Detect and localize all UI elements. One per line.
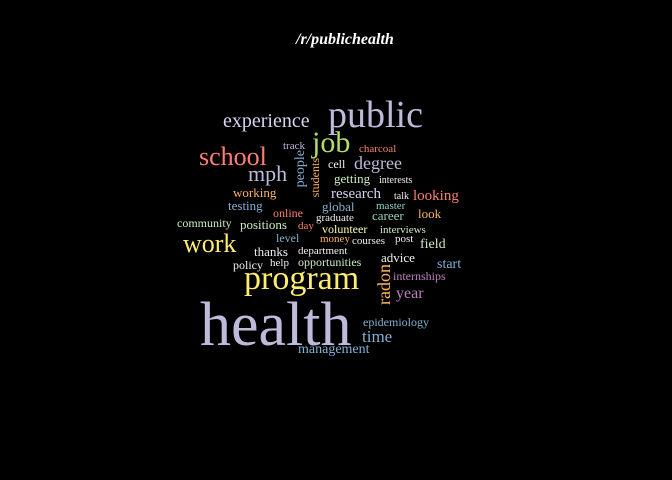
word-post: post	[395, 233, 414, 245]
word-health: health	[200, 291, 352, 359]
word-students: students	[308, 158, 322, 198]
word-advice: advice	[381, 250, 415, 265]
word-work: work	[183, 229, 237, 258]
word-community: community	[177, 216, 232, 230]
word-degree: degree	[354, 153, 402, 173]
word-experience: experience	[223, 110, 310, 132]
word-interviews: interviews	[380, 224, 426, 236]
word-level: level	[276, 231, 300, 245]
word-program: program	[244, 260, 360, 297]
word-year: year	[396, 285, 424, 302]
word-radon: radon	[374, 264, 394, 305]
word-thanks: thanks	[254, 244, 288, 259]
word-time: time	[362, 327, 393, 346]
word-volunteer: volunteer	[322, 222, 368, 236]
word-epidemiology: epidemiology	[363, 315, 429, 329]
word-public: public	[328, 94, 423, 136]
word-start: start	[437, 257, 462, 272]
word-people: people	[293, 150, 308, 188]
word-positions: positions	[240, 217, 287, 232]
word-courses: courses	[352, 235, 385, 247]
word-research: research	[331, 186, 381, 202]
word-day: day	[298, 220, 314, 232]
word-money: money	[320, 233, 350, 245]
chart-title: /r/publichealth	[296, 31, 394, 48]
word-interests: interests	[379, 175, 413, 186]
word-policy: policy	[233, 258, 263, 272]
word-school: school	[199, 142, 267, 171]
word-field: field	[420, 237, 446, 252]
word-looking: looking	[413, 188, 459, 204]
word-online: online	[273, 206, 303, 220]
word-getting: getting	[334, 171, 371, 186]
word-cell: cell	[328, 157, 346, 171]
word-working: working	[233, 185, 277, 200]
word-opportunities: opportunities	[298, 255, 362, 269]
word-help: help	[270, 257, 289, 269]
word-mph: mph	[248, 161, 288, 186]
word-look: look	[418, 206, 442, 221]
word-internships: internships	[393, 269, 446, 283]
word-career: career	[372, 208, 404, 223]
word-talk: talk	[394, 191, 409, 202]
word-job: job	[312, 126, 351, 159]
word-testing: testing	[228, 198, 263, 213]
word-management: management	[298, 342, 370, 357]
word-department: department	[298, 245, 348, 257]
word-track: track	[283, 140, 305, 152]
word-graduate: graduate	[316, 212, 354, 224]
word-charcoal: charcoal	[359, 143, 397, 155]
word-global: global	[322, 199, 355, 214]
word-master: master	[376, 200, 406, 212]
